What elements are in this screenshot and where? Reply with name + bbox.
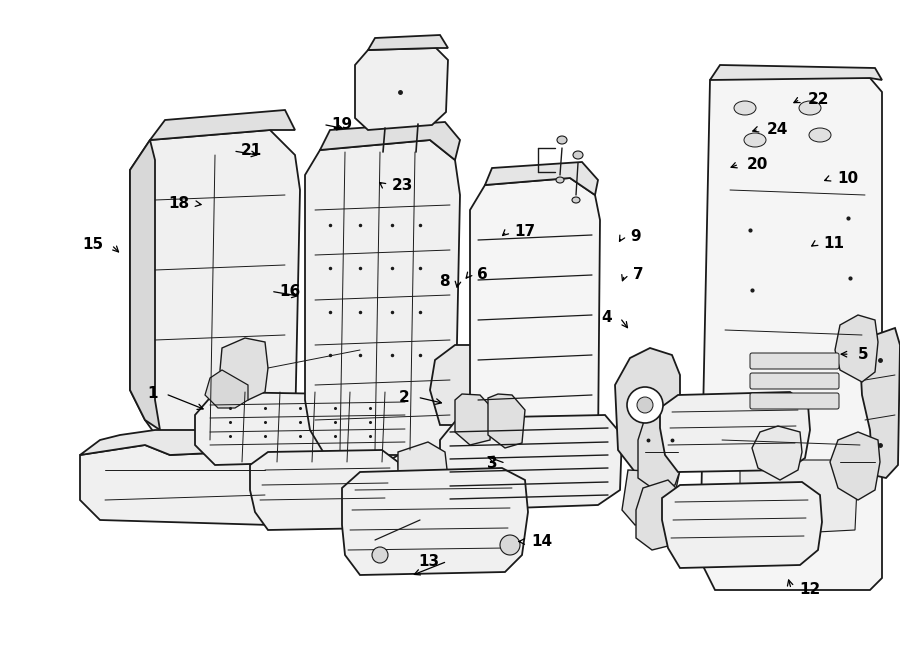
Polygon shape xyxy=(250,450,400,530)
Ellipse shape xyxy=(809,128,831,142)
Text: 11: 11 xyxy=(824,236,844,251)
Polygon shape xyxy=(470,178,600,462)
Text: 22: 22 xyxy=(808,92,830,107)
Text: 4: 4 xyxy=(601,310,612,325)
Polygon shape xyxy=(488,394,525,448)
Text: 15: 15 xyxy=(83,238,104,252)
Circle shape xyxy=(637,397,653,413)
Text: 3: 3 xyxy=(487,456,498,471)
Ellipse shape xyxy=(744,133,766,147)
Text: 19: 19 xyxy=(331,117,352,132)
Text: 7: 7 xyxy=(633,267,643,282)
Polygon shape xyxy=(320,122,460,160)
Text: 16: 16 xyxy=(279,284,301,299)
Polygon shape xyxy=(368,35,448,50)
Polygon shape xyxy=(740,460,858,535)
Text: 2: 2 xyxy=(399,390,410,404)
Circle shape xyxy=(627,387,663,423)
Polygon shape xyxy=(615,348,680,472)
Polygon shape xyxy=(700,72,882,590)
Polygon shape xyxy=(710,65,882,80)
Ellipse shape xyxy=(734,101,756,115)
Circle shape xyxy=(500,535,520,555)
Polygon shape xyxy=(80,425,295,455)
Ellipse shape xyxy=(573,151,583,159)
Polygon shape xyxy=(485,162,598,195)
Text: 8: 8 xyxy=(439,274,450,289)
Text: 1: 1 xyxy=(147,387,158,401)
Ellipse shape xyxy=(799,101,821,115)
Text: 24: 24 xyxy=(767,122,788,136)
Text: 21: 21 xyxy=(241,144,263,158)
Polygon shape xyxy=(398,442,448,498)
Polygon shape xyxy=(205,370,248,408)
Polygon shape xyxy=(195,392,420,465)
FancyBboxPatch shape xyxy=(750,353,839,369)
FancyBboxPatch shape xyxy=(750,393,839,409)
Polygon shape xyxy=(455,394,492,445)
Polygon shape xyxy=(342,468,528,575)
Polygon shape xyxy=(622,470,680,525)
Text: 6: 6 xyxy=(477,267,488,282)
Text: 14: 14 xyxy=(531,534,552,549)
Text: 12: 12 xyxy=(799,582,821,596)
Text: 13: 13 xyxy=(418,554,439,569)
Polygon shape xyxy=(80,445,300,525)
Polygon shape xyxy=(662,482,822,568)
Text: 9: 9 xyxy=(630,230,641,244)
Circle shape xyxy=(372,547,388,563)
Ellipse shape xyxy=(572,197,580,203)
Text: 10: 10 xyxy=(837,171,858,186)
Text: 17: 17 xyxy=(515,224,536,239)
Polygon shape xyxy=(830,432,880,500)
Ellipse shape xyxy=(557,136,567,144)
Polygon shape xyxy=(638,415,682,490)
Polygon shape xyxy=(636,480,680,550)
Polygon shape xyxy=(752,426,802,480)
Polygon shape xyxy=(150,110,295,140)
Polygon shape xyxy=(130,130,300,455)
Polygon shape xyxy=(440,415,622,510)
Text: 20: 20 xyxy=(747,157,769,171)
Polygon shape xyxy=(835,315,878,382)
Text: 5: 5 xyxy=(858,347,868,361)
Polygon shape xyxy=(220,338,268,400)
Polygon shape xyxy=(660,392,810,472)
Polygon shape xyxy=(305,140,460,455)
Text: 18: 18 xyxy=(168,197,189,211)
Text: 23: 23 xyxy=(392,178,413,193)
Polygon shape xyxy=(430,345,480,425)
FancyBboxPatch shape xyxy=(750,373,839,389)
Polygon shape xyxy=(355,48,448,130)
Polygon shape xyxy=(130,140,160,430)
Ellipse shape xyxy=(556,177,564,183)
Polygon shape xyxy=(860,328,900,478)
